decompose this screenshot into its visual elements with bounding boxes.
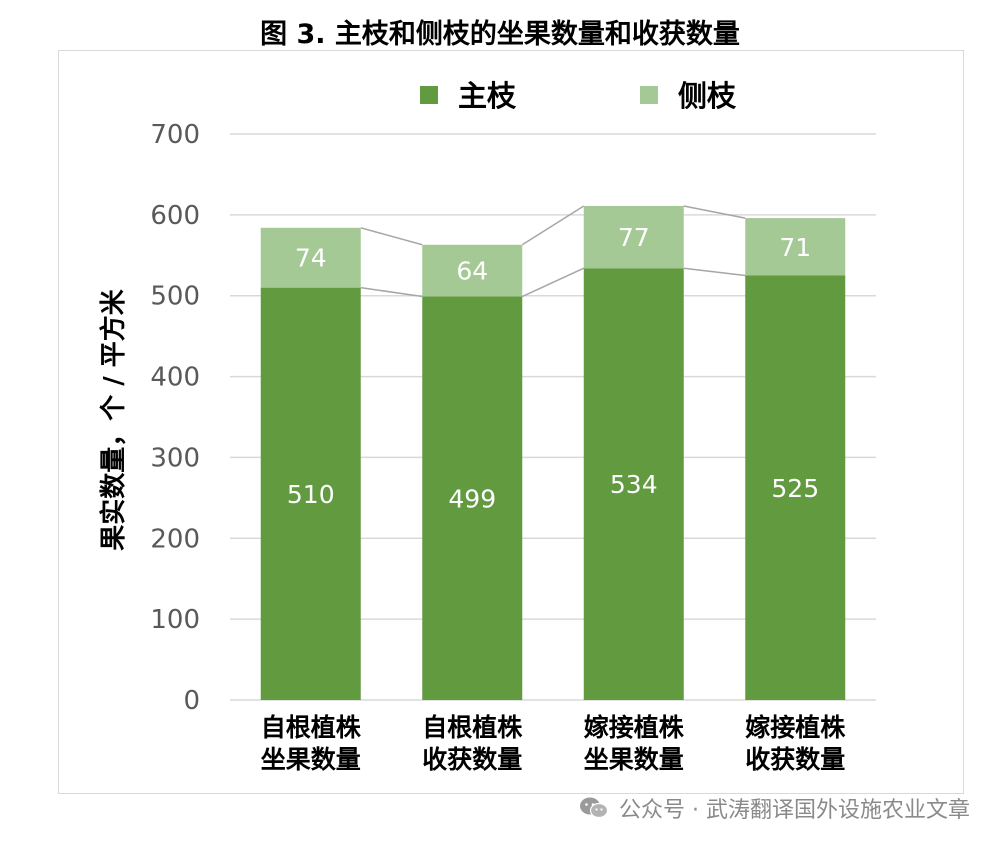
watermark: 公众号 · 武涛翻译国外设施农业文章 [579,792,970,824]
chart-area [58,50,964,794]
y-tick-label: 700 [150,120,200,150]
y-tick-label: 600 [150,201,200,231]
data-label: 499 [448,484,496,513]
bars [260,205,846,700]
x-tick-label: 自根植株 [422,713,523,742]
data-label: 64 [456,257,488,286]
bar-side-branch [583,205,684,269]
watermark-text: 公众号 · 武涛翻译国外设施农业文章 [619,798,970,823]
data-label: 510 [287,480,335,509]
x-tick-label: 自根植株 [261,713,362,742]
y-tick-label: 200 [150,524,200,554]
legend-label: 侧枝 [678,79,737,113]
bar-main-branch [260,287,361,700]
legend-swatch [640,86,658,104]
y-tick-label: 0 [183,686,200,716]
legend-swatch [420,86,438,104]
bar-main-branch [745,275,846,700]
data-labels: 510 74 499 64 534 77 525 71 [287,223,819,513]
data-label: 74 [295,244,327,273]
y-axis-tick-labels: 0 100 200 300 400 500 600 700 [150,120,200,716]
legend: 主枝 侧枝 [420,79,737,113]
x-tick-label: 嫁接植株 [584,713,685,742]
x-tick-label: 收获数量 [745,745,845,774]
series-line [360,286,423,298]
bar-side-branch [422,244,523,297]
series-line [521,205,585,246]
legend-label: 主枝 [458,79,517,113]
y-axis-label: 果实数量，个 / 平方米 [98,289,129,551]
y-tick-label: 400 [150,363,200,393]
bar-side-branch [260,227,361,288]
x-tick-label: 坐果数量 [261,745,361,774]
bar-main-branch [583,268,684,700]
y-tick-label: 500 [150,282,200,312]
data-label: 71 [779,233,811,262]
y-tick-label: 300 [150,443,200,473]
data-label: 534 [610,470,658,499]
data-label: 525 [771,474,819,503]
bar-side-branch [745,218,846,276]
series-line [683,267,746,277]
chart-title: 图 3. 主枝和侧枝的坐果数量和收获数量 [260,19,740,50]
x-tick-label: 坐果数量 [584,745,684,774]
series-connector-lines [360,205,746,298]
series-line [683,205,746,219]
y-tick-label: 100 [150,605,200,635]
bar-main-branch [422,296,523,700]
series-line [360,227,423,246]
wechat-icon [580,797,609,819]
x-tick-label: 收获数量 [422,745,522,774]
data-label: 77 [618,223,650,252]
x-tick-label: 嫁接植株 [745,713,846,742]
series-line [521,267,585,298]
